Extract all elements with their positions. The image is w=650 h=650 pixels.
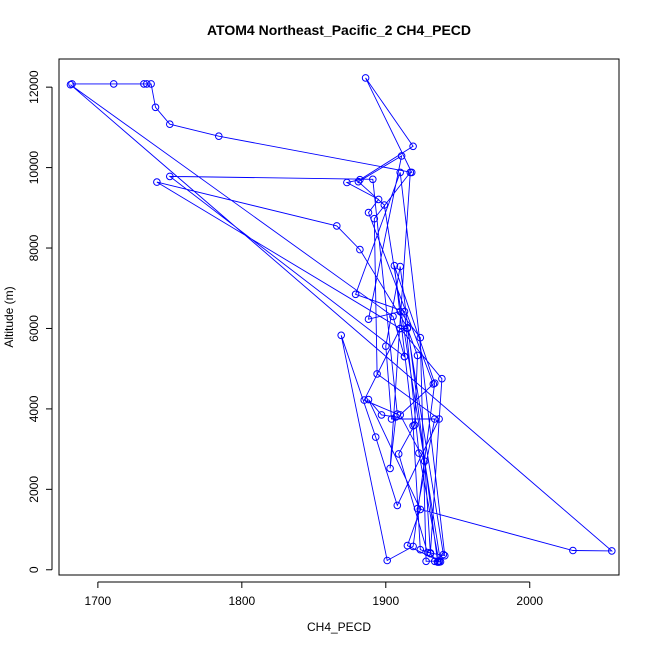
- y-axis-label: Altitude (m): [2, 286, 16, 347]
- y-axis: 0 2000 4000 6000 8000 10000 12000: [27, 70, 53, 573]
- data-point: [409, 542, 417, 551]
- data-point: [396, 168, 405, 177]
- data-point: [441, 551, 449, 560]
- data-point: [396, 307, 405, 316]
- data-point: [416, 545, 425, 554]
- data-point: [382, 342, 390, 351]
- data-point: [387, 415, 396, 423]
- x-axis-label: CH4_PECD: [307, 620, 371, 634]
- data-point: [354, 177, 363, 186]
- data-point: [390, 261, 399, 270]
- y-tick-label: 0: [27, 566, 41, 573]
- data-point: [430, 557, 439, 566]
- y-tick-label: 2000: [27, 476, 41, 503]
- data-point: [396, 324, 405, 333]
- data-point: [343, 178, 351, 187]
- x-tick-label: 1900: [372, 594, 399, 608]
- data-point: [400, 307, 409, 316]
- data-point: [147, 80, 155, 88]
- data-point: [386, 464, 394, 473]
- data-point: [393, 501, 402, 510]
- data-point: [420, 457, 429, 466]
- data-point: [409, 142, 417, 151]
- data-point: [403, 541, 412, 550]
- data-point: [439, 550, 448, 559]
- data-point: [215, 132, 223, 140]
- data-point: [426, 549, 435, 557]
- series-points: [66, 74, 616, 566]
- data-point: [333, 222, 341, 230]
- data-point: [569, 546, 577, 555]
- data-point: [356, 245, 364, 254]
- x-tick-label: 1700: [85, 594, 112, 608]
- data-point: [394, 450, 403, 458]
- data-point: [371, 433, 380, 441]
- plot-frame: [58, 58, 620, 576]
- data-point: [438, 374, 446, 383]
- data-point: [364, 208, 373, 217]
- data-point: [422, 557, 430, 566]
- data-point: [337, 331, 346, 340]
- data-point: [68, 80, 76, 88]
- series-lines: [70, 77, 614, 563]
- data-point: [435, 415, 443, 423]
- data-point: [151, 103, 160, 112]
- data-point: [364, 315, 373, 324]
- chart-title: ATOM4 Northeast_Pacific_2 CH4_PECD: [207, 22, 471, 38]
- data-point: [608, 547, 616, 555]
- data-point: [423, 548, 432, 557]
- data-point: [403, 323, 412, 332]
- data-point: [397, 152, 406, 160]
- data-point: [369, 175, 377, 184]
- data-point: [389, 312, 397, 321]
- data-point: [377, 411, 386, 419]
- data-point: [153, 178, 161, 186]
- data-point: [140, 80, 148, 88]
- data-point: [380, 201, 389, 209]
- data-point: [361, 74, 370, 82]
- x-tick-label: 2000: [516, 594, 543, 608]
- data-point: [430, 415, 439, 423]
- data-point: [166, 120, 174, 128]
- data-point: [373, 370, 381, 378]
- data-point: [413, 351, 422, 360]
- data-point: [370, 214, 379, 223]
- data-point: [410, 421, 419, 429]
- data-point: [374, 195, 383, 204]
- data-point: [396, 411, 405, 419]
- y-tick-label: 6000: [27, 315, 41, 342]
- data-point: [413, 504, 422, 513]
- data-point: [383, 556, 392, 565]
- data-point: [433, 558, 442, 566]
- y-tick-label: 12000: [27, 70, 41, 104]
- data-point: [143, 80, 151, 88]
- data-point: [166, 172, 174, 181]
- y-tick-label: 4000: [27, 395, 41, 422]
- data-point: [429, 380, 438, 388]
- y-tick-label: 10000: [27, 151, 41, 185]
- data-point: [356, 175, 364, 184]
- data-point: [416, 333, 425, 342]
- data-point: [406, 168, 415, 177]
- data-point: [430, 379, 439, 388]
- y-tick-label: 8000: [27, 234, 41, 261]
- data-point: [396, 262, 405, 271]
- data-point: [400, 352, 409, 361]
- x-axis: 1700 1800 1900 2000: [85, 581, 543, 608]
- data-point: [109, 80, 118, 88]
- data-point: [66, 80, 75, 89]
- data-point: [360, 396, 369, 404]
- data-point: [409, 422, 417, 430]
- series-line: [70, 77, 614, 563]
- data-point: [415, 449, 423, 457]
- data-point: [393, 410, 402, 418]
- data-point: [351, 290, 360, 299]
- x-tick-label: 1800: [228, 594, 255, 608]
- data-point: [364, 395, 373, 404]
